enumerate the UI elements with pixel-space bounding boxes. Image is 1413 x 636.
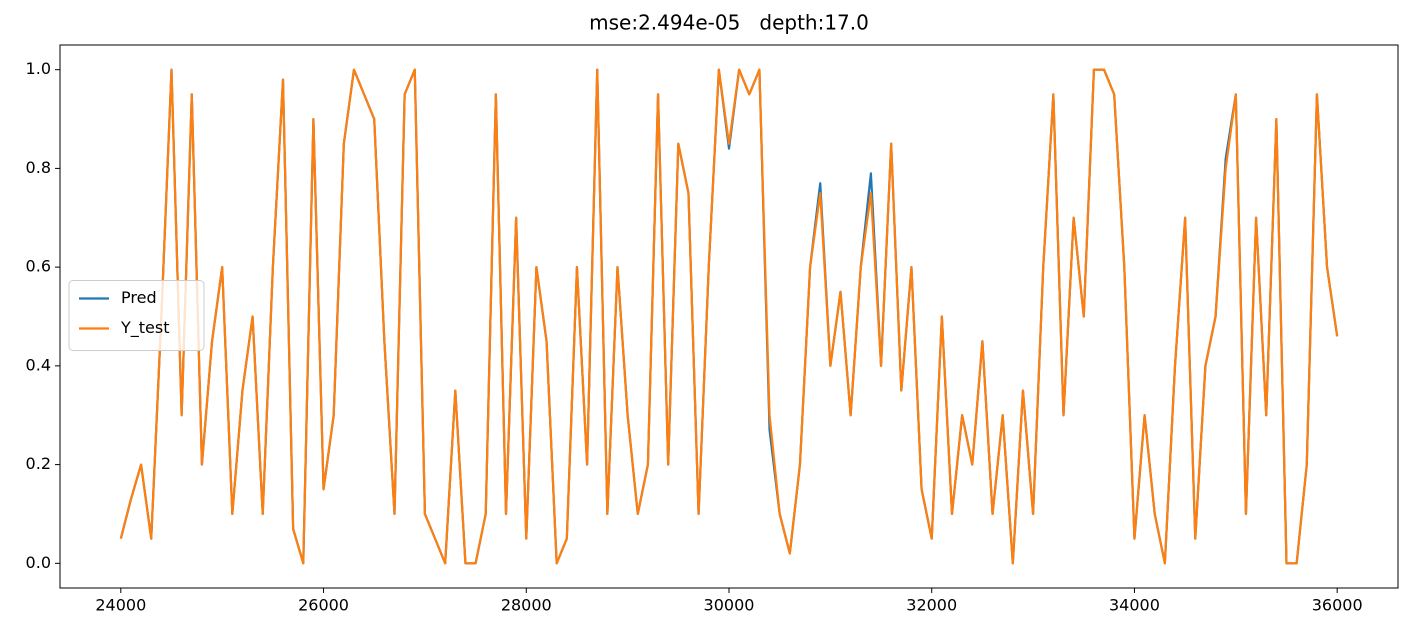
x-tick-label: 28000: [501, 596, 552, 615]
y-tick-label: 0.2: [26, 454, 51, 473]
y-tick-label: 0.0: [26, 553, 51, 572]
y-tick-label: 0.6: [26, 257, 51, 276]
x-tick-label: 34000: [1109, 596, 1160, 615]
chart-title: mse:2.494e-05 depth:17.0: [589, 11, 869, 35]
x-tick-label: 26000: [298, 596, 349, 615]
legend-label: Y_test: [120, 318, 170, 338]
y-tick-label: 1.0: [26, 59, 51, 78]
legend-label: Pred: [121, 288, 157, 307]
line-series: [119, 68, 1339, 565]
x-tick-label: 24000: [95, 596, 146, 615]
x-tick-label: 30000: [704, 596, 755, 615]
plot-frame: [59, 44, 1399, 589]
y-tick-label: 0.8: [26, 158, 51, 177]
x-tick-label: 32000: [906, 596, 957, 615]
y-tick-label: 0.4: [26, 355, 51, 374]
x-tick-label: 36000: [1312, 596, 1363, 615]
